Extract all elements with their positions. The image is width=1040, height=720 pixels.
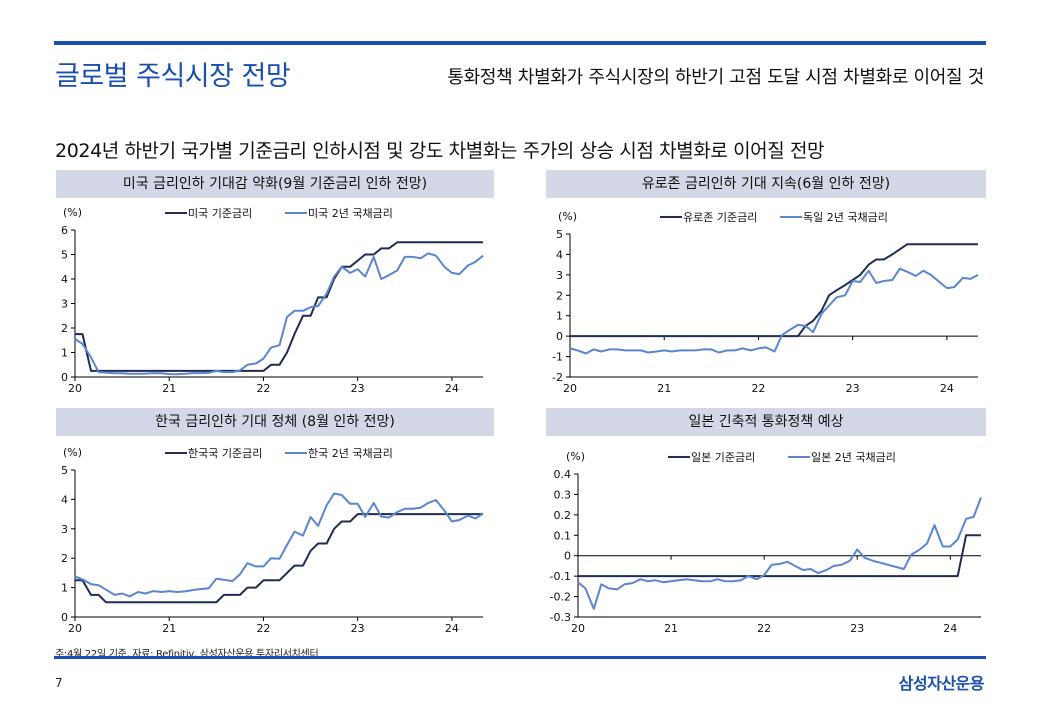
y-tick-label: 2 — [556, 289, 563, 302]
x-tick-label: 20 — [571, 622, 585, 635]
y-tick-label: 1 — [556, 310, 563, 323]
x-tick-label: 23 — [351, 622, 365, 635]
y-tick-label: 0.1 — [554, 529, 572, 542]
legend-label-1: 한국 2년 국채금리 — [308, 447, 393, 460]
y-tick-label: 4 — [556, 248, 563, 261]
y-tick-label: 1 — [61, 582, 68, 595]
y-tick-label: 0 — [61, 371, 68, 384]
x-tick-label: 20 — [68, 382, 82, 395]
x-tick-label: 22 — [757, 622, 771, 635]
bottom-rule — [54, 656, 986, 659]
series-line-bond-yield — [74, 252, 484, 376]
brand-logo-text: 삼성자산운용 — [898, 674, 985, 693]
x-tick-label: 21 — [664, 622, 678, 635]
source-note: 주:4월 22일 기준, 자료: Refinitiv, 삼성자산운용 투자리서치… — [55, 649, 319, 660]
y-tick-label: 1 — [61, 347, 68, 360]
series-line-bond-yield — [577, 497, 982, 610]
y-tick-label: 6 — [61, 224, 68, 237]
y-unit-label: (%) — [566, 450, 585, 463]
y-tick-label: 4 — [61, 273, 68, 286]
legend-label-0: 한국국 기준금리 — [188, 447, 262, 460]
x-tick-label: 24 — [940, 382, 954, 395]
y-tick-label: 3 — [556, 269, 563, 282]
page-title: 글로벌 주식시장 전망 — [55, 61, 291, 92]
series-line-policy-rate — [75, 241, 483, 372]
x-tick-label: 23 — [850, 622, 864, 635]
y-tick-label: 3 — [61, 298, 68, 311]
y-tick-label: 0.3 — [554, 488, 572, 501]
y-tick-label: -0.1 — [550, 570, 571, 583]
y-unit-label: (%) — [63, 446, 82, 459]
x-tick-label: 23 — [351, 382, 365, 395]
x-tick-label: 21 — [162, 622, 176, 635]
y-tick-label: 2 — [61, 322, 68, 335]
y-tick-label: -1 — [552, 351, 563, 364]
section-heading: 2024년 하반기 국가별 기준금리 인하시점 및 강도 차별화는 주가의 상승… — [55, 140, 825, 162]
panel-title-eurozone: 유로존 금리인하 기대 지속(6월 인하 전망) — [546, 170, 986, 198]
legend-label-1: 일본 2년 국채금리 — [811, 450, 896, 464]
chart-japan-rates: (%) 일본 기준금리 일본 2년 국채금리 -0.3 -0.2 -0.1 0 0.1 0.2 0… — [550, 450, 982, 635]
series-line-bond-yield — [569, 267, 979, 355]
panel-title-us: 미국 금리인하 기대감 약화(9월 기준금리 인하 전망) — [56, 170, 494, 198]
x-tick-label: 22 — [256, 622, 270, 635]
series-line-policy-rate — [570, 243, 978, 338]
x-tick-label: 20 — [563, 382, 577, 395]
y-tick-label: -0.2 — [550, 591, 571, 604]
y-tick-label: 2 — [61, 552, 68, 565]
y-tick-label: 0 — [556, 330, 563, 343]
y-tick-label: -2 — [552, 371, 563, 384]
legend-label-0: 일본 기준금리 — [691, 450, 755, 464]
page-number: 7 — [55, 676, 63, 690]
x-tick-label: 23 — [846, 382, 860, 395]
y-tick-label: 5 — [556, 228, 563, 241]
top-rule — [54, 41, 986, 45]
y-tick-label: 0 — [61, 611, 68, 624]
y-unit-label: (%) — [63, 206, 82, 219]
x-tick-label: 20 — [68, 622, 82, 635]
y-unit-label: (%) — [558, 210, 577, 223]
x-tick-label: 24 — [943, 622, 957, 635]
series-line-policy-rate — [75, 513, 483, 604]
page-subtitle: 통화정책 차별화가 주식시장의 하반기 고점 도달 시점 차별화로 이어질 것 — [447, 67, 984, 88]
x-tick-label: 22 — [256, 382, 270, 395]
panel-title-korea: 한국 금리인하 기대 정체 (8월 인하 전망) — [56, 408, 494, 436]
y-tick-label: 0 — [564, 550, 571, 563]
y-tick-label: -0.3 — [550, 611, 571, 624]
y-tick-label: 0.4 — [554, 468, 572, 481]
x-tick-label: 21 — [162, 382, 176, 395]
x-tick-label: 24 — [445, 622, 459, 635]
legend-label-1: 독일 2년 국채금리 — [803, 210, 888, 224]
legend-label-1: 미국 2년 국채금리 — [308, 207, 393, 220]
x-tick-label: 24 — [445, 382, 459, 395]
x-tick-label: 22 — [751, 382, 765, 395]
y-tick-label: 0.2 — [554, 509, 572, 522]
series-line-bond-yield — [74, 492, 484, 598]
y-tick-label: 4 — [61, 493, 68, 506]
legend-label-0: 유로존 기준금리 — [683, 211, 757, 224]
series-line-policy-rate — [578, 534, 981, 578]
legend-label-0: 미국 기준금리 — [188, 207, 252, 220]
y-tick-label: 3 — [61, 523, 68, 536]
panel-title-japan: 일본 긴축적 통화정책 예상 — [546, 408, 986, 436]
y-tick-label: 5 — [61, 249, 68, 262]
x-tick-label: 21 — [657, 382, 671, 395]
y-tick-label: 5 — [61, 464, 68, 477]
